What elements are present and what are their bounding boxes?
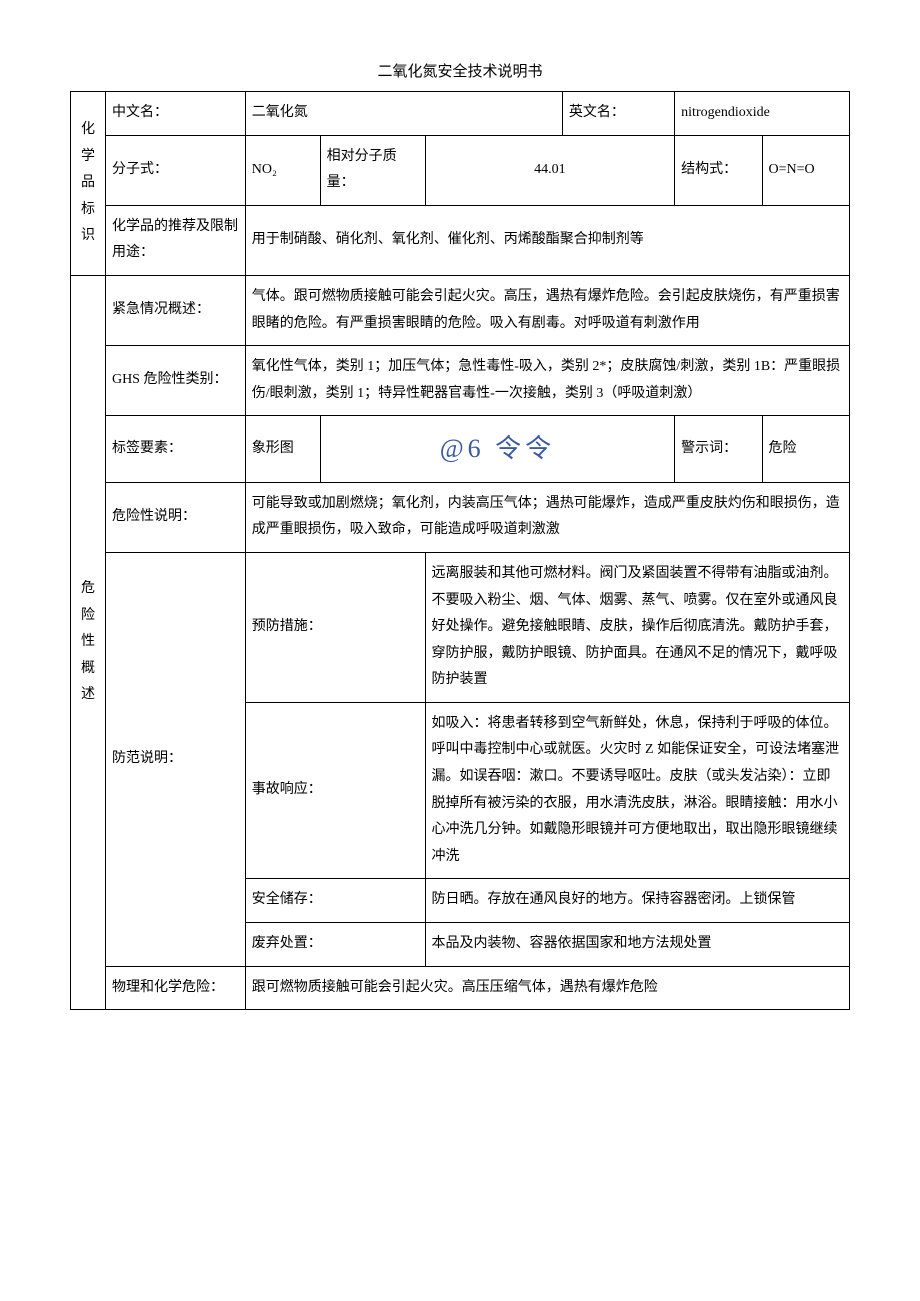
value-emergency-overview: 气体。跟可燃物质接触可能会引起火灾。高压，遇热有爆炸危险。会引起皮肤烧伤，有严重… [245,275,849,345]
label-pictogram: 象形图 [245,416,320,482]
label-chinese-name: 中文名： [105,92,245,136]
value-response: 如吸入：将患者转移到空气新鲜处，休息，保持利于呼吸的体位。呼叫中毒控制中心或就医… [425,702,849,879]
label-hazard-statement: 危险性说明： [105,482,245,552]
value-ghs-classification: 氧化性气体，类别 1；加压气体；急性毒性-吸入，类别 2*；皮肤腐蚀/刺激，类别… [245,346,849,416]
label-signal-word: 警示词： [675,416,762,482]
value-chinese-name: 二氧化氮 [245,92,562,136]
sds-table: 化学品标识 中文名： 二氧化氮 英文名： nitrogendioxide 分子式… [70,91,850,1010]
label-phys-chem-hazard: 物理和化学危险： [105,966,245,1010]
label-disposal: 废弃处置： [245,923,425,967]
label-emergency-overview: 紧急情况概述： [105,275,245,345]
value-pictogram: @6 令令 [320,416,675,482]
value-english-name: nitrogendioxide [675,92,850,136]
value-formula: NO₂ [245,135,320,205]
section-header-hazards: 危险性概述 [71,275,106,1009]
label-response: 事故响应： [245,702,425,879]
label-mol-weight: 相对分子质量： [320,135,425,205]
value-phys-chem-hazard: 跟可燃物质接触可能会引起火灾。高压压缩气体，遇热有爆炸危险 [245,966,849,1010]
value-structure: O=N=O [762,135,849,205]
value-prevention: 远离服装和其他可燃材料。阀门及紧固装置不得带有油脂或油剂。不要吸入粉尘、烟、气体… [425,552,849,702]
label-prevention: 预防措施： [245,552,425,702]
value-signal-word: 危险 [762,416,849,482]
label-recommended-use: 化学品的推荐及限制用途： [105,205,245,275]
label-formula: 分子式： [105,135,245,205]
label-precaution-statement: 防范说明： [105,552,245,966]
value-hazard-statement: 可能导致或加剧燃烧；氧化剂，内装高压气体；遇热可能爆炸，造成严重皮肤灼伤和眼损伤… [245,482,849,552]
value-disposal: 本品及内装物、容器依据国家和地方法规处置 [425,923,849,967]
value-storage: 防日晒。存放在通风良好的地方。保持容器密闭。上锁保管 [425,879,849,923]
label-storage: 安全储存： [245,879,425,923]
label-structure: 结构式： [675,135,762,205]
value-recommended-use: 用于制硝酸、硝化剂、氧化剂、催化剂、丙烯酸酯聚合抑制剂等 [245,205,849,275]
value-mol-weight: 44.01 [425,135,675,205]
label-ghs-classification: GHS 危险性类别： [105,346,245,416]
label-label-elements: 标签要素： [105,416,245,482]
document-title: 二氧化氮安全技术说明书 [70,60,850,81]
section-header-identification: 化学品标识 [71,92,106,276]
label-english-name: 英文名： [562,92,674,136]
